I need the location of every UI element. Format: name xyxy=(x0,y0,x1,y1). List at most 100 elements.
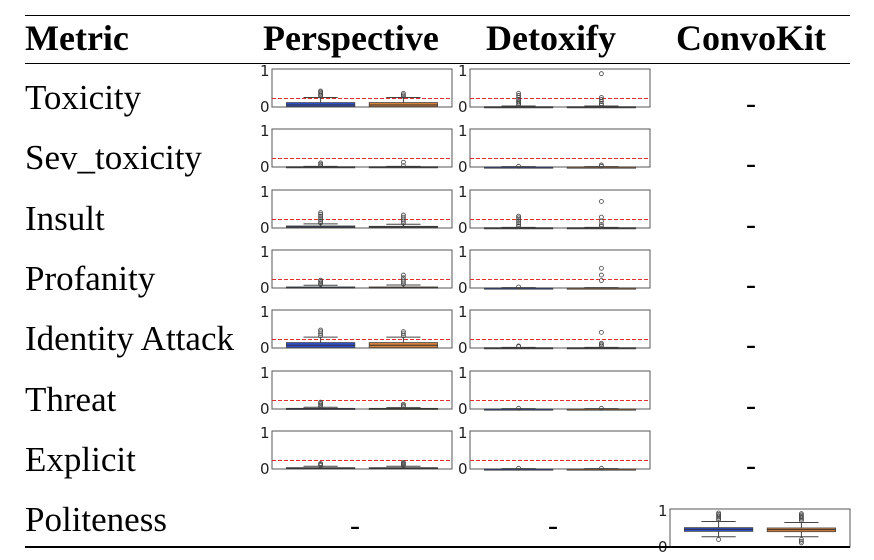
outlier-point xyxy=(598,164,604,170)
header-convokit: ConvoKit xyxy=(676,18,827,58)
outlier-point xyxy=(516,405,521,411)
plot-frame xyxy=(271,68,453,108)
outlier-point xyxy=(516,221,521,227)
plot-frame xyxy=(271,370,453,409)
plot-frame xyxy=(469,309,651,349)
outlier-point xyxy=(716,512,721,517)
outlier-point xyxy=(516,98,521,104)
outlier-point xyxy=(716,537,721,543)
outlier-point xyxy=(400,212,406,218)
outlier-point xyxy=(400,275,406,281)
header-metric: Metric xyxy=(25,18,129,58)
outlier-point xyxy=(516,164,521,170)
boxplot-convokit: 10 xyxy=(658,502,851,556)
outlier-point xyxy=(318,88,323,94)
y-tick-1: 1 xyxy=(458,303,468,321)
y-tick-1: 1 xyxy=(260,62,270,80)
y-tick-1: 1 xyxy=(458,183,468,201)
boxplot-b xyxy=(368,272,438,289)
outlier-point xyxy=(598,265,604,271)
outlier-point xyxy=(318,280,323,286)
plot-frame xyxy=(469,189,651,229)
outlier-point xyxy=(318,402,323,407)
y-tick-0: 0 xyxy=(458,460,468,478)
outlier-point xyxy=(598,465,604,471)
header-detoxify: Detoxify xyxy=(486,18,616,58)
boxplot-b xyxy=(368,329,438,349)
boxplot-a xyxy=(683,510,754,543)
outlier-point xyxy=(516,284,521,290)
outlier-point xyxy=(798,540,804,546)
outlier-point xyxy=(798,512,804,518)
boxplot-a xyxy=(483,465,554,471)
boxplot-b xyxy=(566,405,636,411)
outlier-point xyxy=(400,93,406,99)
outlier-point xyxy=(318,400,323,406)
y-tick-0: 0 xyxy=(260,339,270,357)
metric-label: Sev_toxicity xyxy=(25,138,202,178)
boxplot-perspective: 10 xyxy=(260,303,453,357)
metric-label: Politeness xyxy=(25,500,167,540)
outlier-point xyxy=(318,460,323,466)
outlier-point xyxy=(598,71,604,77)
outlier-point xyxy=(400,272,406,278)
boxplot-detoxify: 10 xyxy=(458,183,651,237)
boxplot-a xyxy=(285,88,356,108)
outlier-point xyxy=(318,277,323,283)
outlier-point xyxy=(400,90,406,96)
outlier-point xyxy=(598,102,604,108)
boxplot-detoxify: 10 xyxy=(458,364,651,418)
outlier-point xyxy=(318,279,323,284)
outlier-point xyxy=(318,211,323,217)
empty-cell-dash: - xyxy=(746,87,756,120)
outlier-point xyxy=(516,218,521,224)
outlier-point xyxy=(598,342,604,348)
outlier-point xyxy=(716,510,721,516)
y-tick-1: 1 xyxy=(458,62,468,80)
outlier-point xyxy=(318,214,323,220)
outlier-point xyxy=(400,401,406,407)
boxplot-b xyxy=(566,265,636,290)
outlier-point xyxy=(318,160,323,166)
metric-label: Threat xyxy=(25,379,117,419)
boxplot-b xyxy=(766,511,836,546)
boxplot-b xyxy=(566,465,636,471)
outlier-point xyxy=(516,214,521,220)
boxplot-perspective: 10 xyxy=(260,122,453,176)
boxplot-b xyxy=(566,330,636,350)
boxplot-perspective: 10 xyxy=(260,243,453,297)
boxplot-a xyxy=(483,343,554,350)
boxplot-detoxify: 10 xyxy=(458,62,651,116)
boxplot-a xyxy=(483,164,554,170)
boxplot-a xyxy=(285,209,356,228)
outlier-point xyxy=(400,331,406,337)
empty-cell-dash: - xyxy=(746,328,756,362)
outlier-point xyxy=(318,220,323,225)
outlier-point xyxy=(516,216,521,222)
y-tick-0: 0 xyxy=(260,98,270,116)
plot-frame xyxy=(271,128,453,168)
plot-frame xyxy=(271,189,453,229)
y-tick-1: 1 xyxy=(658,502,668,520)
empty-cell-dash: - xyxy=(746,207,756,241)
plot-frame xyxy=(271,430,453,470)
outlier-point xyxy=(798,514,804,519)
y-tick-1: 1 xyxy=(260,303,270,321)
outlier-point xyxy=(400,277,406,283)
boxplot-perspective: 10 xyxy=(260,62,453,116)
outlier-point xyxy=(318,162,323,167)
y-tick-1: 1 xyxy=(458,364,468,382)
boxplot-b xyxy=(566,71,636,109)
y-tick-0: 0 xyxy=(260,158,270,176)
plot-frame xyxy=(469,68,651,108)
metric-label: Insult xyxy=(25,198,105,238)
metric-label: Profanity xyxy=(25,258,156,298)
top-rule xyxy=(25,15,850,16)
outlier-point xyxy=(516,99,521,105)
header-rule xyxy=(25,63,850,64)
outlier-point xyxy=(400,163,406,169)
boxplot-detoxify: 10 xyxy=(458,424,651,478)
boxplot-a xyxy=(483,284,554,290)
empty-cell-dash: - xyxy=(746,388,756,422)
outlier-point xyxy=(598,272,604,278)
